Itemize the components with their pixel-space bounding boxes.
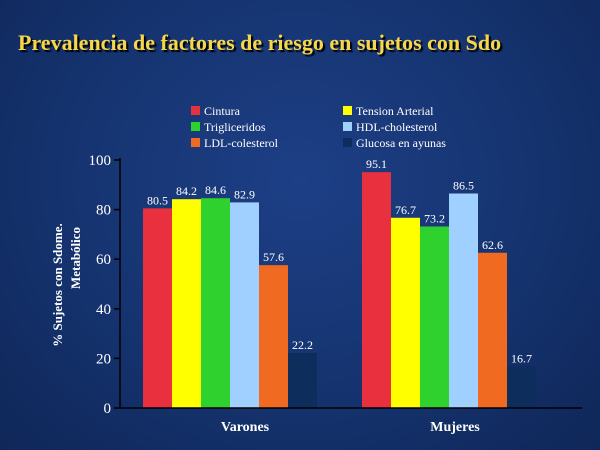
legend-item: HDL-cholesterol — [343, 120, 438, 134]
category-label: Varones — [221, 420, 270, 435]
data-label: 57.6 — [263, 250, 284, 264]
bar-tension-arterial-mujeres — [391, 217, 420, 408]
bar-hdl-cholesterol-varones — [230, 202, 259, 408]
bar-tension-arterial-varones — [172, 199, 201, 408]
bar-cintura-varones — [143, 208, 172, 408]
bar-glucosa-en-ayunas-mujeres — [507, 366, 536, 408]
y-axis-label-line2: Metabólico — [68, 227, 83, 289]
bar-glucosa-en-ayunas-varones — [288, 352, 317, 408]
legend-label: Glucosa en ayunas — [356, 136, 446, 150]
y-axis-label: % Sujetos con Sdome. — [50, 223, 65, 347]
legend-swatch — [343, 138, 352, 147]
data-label: 76.7 — [395, 203, 416, 217]
data-label: 82.9 — [234, 187, 255, 201]
y-tick-label: 0 — [104, 401, 112, 417]
y-tick-label: 80 — [96, 203, 111, 219]
legend-label: Trigliceridos — [204, 120, 266, 134]
legend-item: Trigliceridos — [191, 120, 266, 134]
bar-ldl-colesterol-varones — [259, 265, 288, 408]
bar-ldl-colesterol-mujeres — [478, 252, 507, 408]
y-tick-label: 20 — [96, 351, 111, 367]
data-label: 86.5 — [453, 178, 474, 192]
y-tick-label: 100 — [89, 153, 112, 169]
legend-item: Cintura — [191, 104, 241, 118]
legend-label: HDL-cholesterol — [356, 120, 438, 134]
legend-swatch — [343, 122, 352, 131]
data-label: 95.1 — [366, 157, 387, 171]
data-label: 73.2 — [424, 211, 445, 225]
bar-cintura-mujeres — [362, 172, 391, 408]
y-axis: 0 20 40 60 80 100 — [89, 153, 121, 417]
data-label: 16.7 — [511, 352, 532, 366]
category-label: Mujeres — [430, 420, 480, 435]
legend: Cintura Tension Arterial Trigliceridos HDL-… — [191, 104, 446, 150]
slide-title: Prevalencia de factores de riesgo en suj… — [18, 30, 502, 55]
legend-label: Cintura — [204, 104, 241, 118]
data-label: 62.6 — [482, 238, 503, 252]
legend-swatch — [191, 106, 200, 115]
bar-trigliceridos-mujeres — [420, 226, 449, 408]
legend-swatch — [191, 138, 200, 147]
data-label: 22.2 — [292, 338, 313, 352]
y-tick-label: 40 — [96, 302, 111, 318]
bars: 80.5 84.2 84.6 82.9 57.6 22.2 95.1 76.7 73.2 86.5… — [143, 157, 536, 408]
data-label: 84.2 — [176, 184, 197, 198]
legend-item: Glucosa en ayunas — [343, 136, 446, 150]
bar-trigliceridos-varones — [201, 198, 230, 408]
y-tick-label: 60 — [96, 252, 111, 268]
legend-label: LDL-colesterol — [204, 136, 279, 150]
data-label: 84.6 — [205, 183, 226, 197]
legend-item: LDL-colesterol — [191, 136, 279, 150]
legend-item: Tension Arterial — [343, 104, 434, 118]
bar-hdl-cholesterol-mujeres — [449, 193, 478, 408]
x-axis: Varones Mujeres — [120, 407, 582, 435]
data-label: 80.5 — [147, 193, 168, 207]
legend-swatch — [343, 106, 352, 115]
legend-label: Tension Arterial — [356, 104, 434, 118]
legend-swatch — [191, 122, 200, 131]
